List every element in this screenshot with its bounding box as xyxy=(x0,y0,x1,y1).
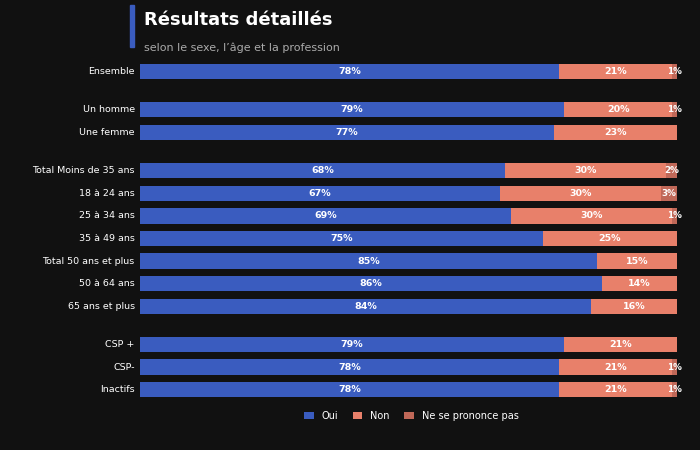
Bar xyxy=(140,208,510,224)
Bar xyxy=(542,231,677,246)
Bar xyxy=(672,208,677,224)
Text: 84%: 84% xyxy=(354,302,377,311)
Text: 85%: 85% xyxy=(357,256,379,266)
Text: 23%: 23% xyxy=(604,128,626,137)
Legend: Oui, Non, Ne se prononce pas: Oui, Non, Ne se prononce pas xyxy=(300,407,522,424)
Text: 3%: 3% xyxy=(662,189,676,198)
Bar xyxy=(661,185,677,201)
Text: Inactifs: Inactifs xyxy=(100,385,134,394)
Bar xyxy=(140,125,554,140)
Bar xyxy=(505,163,666,178)
Text: 21%: 21% xyxy=(604,67,626,76)
Text: 1%: 1% xyxy=(667,67,682,76)
Bar xyxy=(672,102,677,117)
Text: 2%: 2% xyxy=(664,166,679,175)
Text: 21%: 21% xyxy=(610,340,632,349)
Bar xyxy=(596,253,677,269)
Bar xyxy=(559,382,672,397)
Text: 30%: 30% xyxy=(580,212,603,220)
Text: 18 à 24 ans: 18 à 24 ans xyxy=(79,189,134,198)
Text: 30%: 30% xyxy=(569,189,591,198)
Bar xyxy=(140,64,559,79)
Text: 25%: 25% xyxy=(598,234,621,243)
Text: 68%: 68% xyxy=(312,166,334,175)
Bar xyxy=(140,102,564,117)
Bar xyxy=(672,382,677,397)
Text: selon le sexe, l’âge et la profession: selon le sexe, l’âge et la profession xyxy=(144,43,340,53)
Bar xyxy=(564,337,677,352)
Bar xyxy=(140,360,559,375)
Bar xyxy=(140,163,505,178)
Text: Ensemble: Ensemble xyxy=(88,67,134,76)
Text: 78%: 78% xyxy=(338,385,361,394)
Text: 86%: 86% xyxy=(360,279,382,288)
Text: 30%: 30% xyxy=(575,166,597,175)
Text: Une femme: Une femme xyxy=(79,128,134,137)
Text: Total Moins de 35 ans: Total Moins de 35 ans xyxy=(32,166,134,175)
Text: CSP +: CSP + xyxy=(105,340,134,349)
Text: 14%: 14% xyxy=(628,279,651,288)
Text: 78%: 78% xyxy=(338,363,361,372)
Text: 78%: 78% xyxy=(338,67,361,76)
Text: Total 50 ans et plus: Total 50 ans et plus xyxy=(43,256,134,266)
Bar xyxy=(559,360,672,375)
Bar xyxy=(554,125,677,140)
Text: 16%: 16% xyxy=(623,302,645,311)
Text: 1%: 1% xyxy=(667,363,682,372)
Text: 35 à 49 ans: 35 à 49 ans xyxy=(79,234,134,243)
Text: 25 à 34 ans: 25 à 34 ans xyxy=(79,212,134,220)
Bar xyxy=(672,360,677,375)
Text: 21%: 21% xyxy=(604,363,626,372)
Text: Un homme: Un homme xyxy=(83,105,134,114)
Text: 65 ans et plus: 65 ans et plus xyxy=(67,302,134,311)
Bar xyxy=(500,185,661,201)
Bar xyxy=(140,337,564,352)
Bar xyxy=(564,102,672,117)
Text: Résultats détaillés: Résultats détaillés xyxy=(144,11,332,29)
Text: 21%: 21% xyxy=(604,385,626,394)
Text: 1%: 1% xyxy=(667,105,682,114)
Text: 1%: 1% xyxy=(667,212,682,220)
Bar xyxy=(140,276,602,291)
Text: 79%: 79% xyxy=(341,105,363,114)
Bar xyxy=(140,231,542,246)
Bar xyxy=(510,208,672,224)
Bar xyxy=(140,253,596,269)
Bar xyxy=(140,382,559,397)
Text: 1%: 1% xyxy=(667,385,682,394)
Text: 15%: 15% xyxy=(626,256,648,266)
Bar xyxy=(666,163,677,178)
Text: 67%: 67% xyxy=(309,189,331,198)
Text: 79%: 79% xyxy=(341,340,363,349)
Text: 77%: 77% xyxy=(335,128,358,137)
Bar xyxy=(140,299,592,314)
Bar xyxy=(672,64,677,79)
Text: 75%: 75% xyxy=(330,234,353,243)
Bar xyxy=(602,276,677,291)
Bar xyxy=(559,64,672,79)
Text: 50 à 64 ans: 50 à 64 ans xyxy=(79,279,134,288)
Bar xyxy=(592,299,677,314)
Text: 69%: 69% xyxy=(314,212,337,220)
Text: 20%: 20% xyxy=(607,105,629,114)
Text: CSP-: CSP- xyxy=(113,363,134,372)
Bar xyxy=(140,185,500,201)
